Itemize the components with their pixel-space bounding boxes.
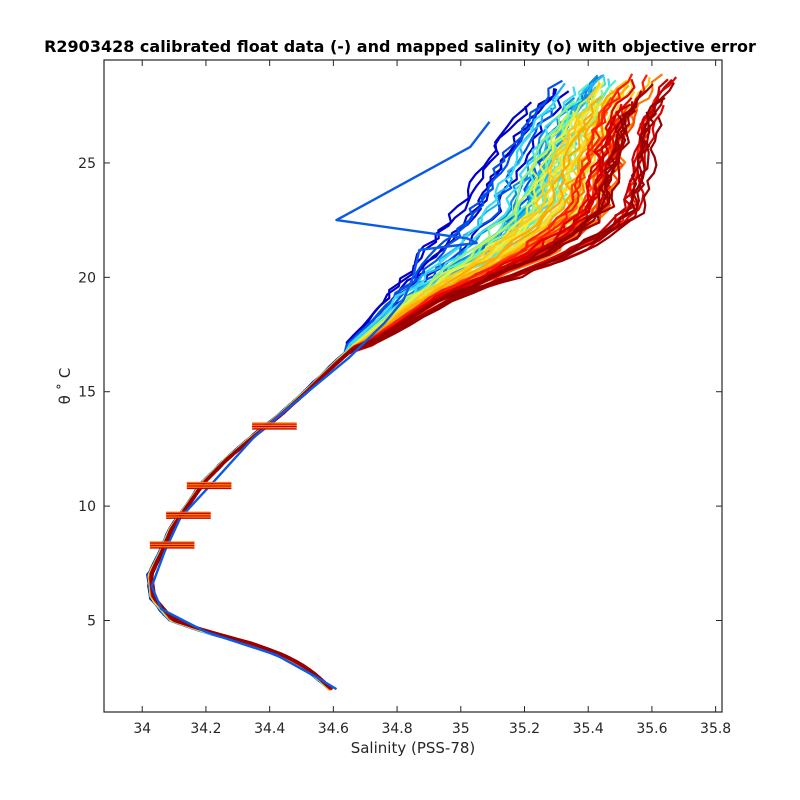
x-tick-label: 35.6 [636, 721, 667, 737]
plot-area [104, 60, 722, 712]
y-tick-label: 20 [78, 270, 96, 286]
x-tick-label: 35 [452, 721, 470, 737]
y-tick-label: 25 [78, 156, 96, 172]
profile-series [146, 73, 678, 692]
y-axis: 5 10 15 20 25 [78, 156, 722, 629]
x-axis: 34 34.2 34.4 34.6 34.8 35 35.2 35.4 35.6 35.8 [133, 60, 731, 737]
axes-box [103, 59, 723, 713]
y-tick-label: 15 [78, 385, 96, 401]
x-tick-label: 34.2 [190, 721, 221, 737]
anomaly-profile [150, 121, 491, 691]
x-tick-label: 34.6 [318, 721, 349, 737]
x-tick-label: 35.4 [573, 721, 604, 737]
x-tick-label: 34.8 [381, 721, 412, 737]
x-axis-label: Salinity (PSS-78) [351, 739, 476, 757]
y-tick-label: 5 [87, 613, 96, 629]
y-axis-label: θ ˚ C [56, 368, 74, 405]
x-tick-label: 35.2 [509, 721, 540, 737]
x-tick-label: 34 [133, 721, 151, 737]
chart-title: R2903428 calibrated float data (-) and m… [44, 37, 756, 56]
y-tick-label: 10 [78, 499, 96, 515]
x-tick-label: 34.4 [254, 721, 285, 737]
x-tick-label: 35.8 [700, 721, 731, 737]
